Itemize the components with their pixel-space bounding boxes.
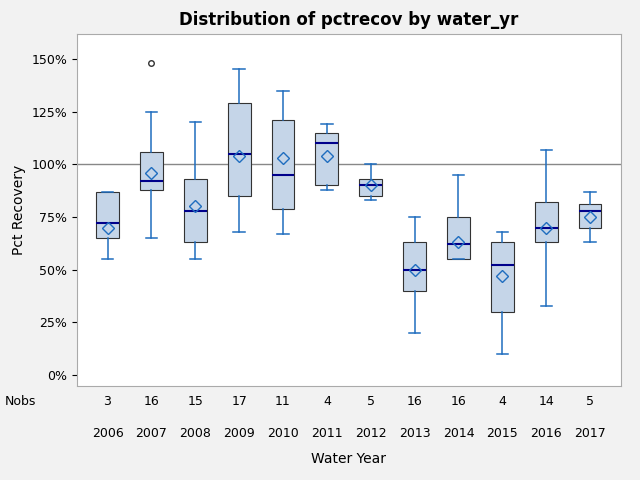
Text: 17: 17: [231, 395, 247, 408]
Text: Nobs: Nobs: [4, 395, 36, 408]
Text: 2010: 2010: [267, 427, 299, 440]
PathPatch shape: [96, 192, 119, 238]
PathPatch shape: [535, 202, 557, 242]
Y-axis label: Pct Recovery: Pct Recovery: [12, 165, 26, 255]
Text: 2015: 2015: [486, 427, 518, 440]
Text: 4: 4: [323, 395, 331, 408]
Text: 16: 16: [407, 395, 422, 408]
Title: Distribution of pctrecov by water_yr: Distribution of pctrecov by water_yr: [179, 11, 518, 29]
Text: 2016: 2016: [531, 427, 562, 440]
Text: 2008: 2008: [179, 427, 211, 440]
Text: 16: 16: [451, 395, 467, 408]
Text: 2009: 2009: [223, 427, 255, 440]
PathPatch shape: [447, 217, 470, 259]
Text: 15: 15: [188, 395, 203, 408]
Text: 5: 5: [367, 395, 375, 408]
PathPatch shape: [316, 132, 339, 185]
Text: 2014: 2014: [443, 427, 474, 440]
PathPatch shape: [140, 152, 163, 190]
Text: 5: 5: [586, 395, 594, 408]
Text: 2011: 2011: [311, 427, 342, 440]
PathPatch shape: [271, 120, 294, 208]
Text: 3: 3: [104, 395, 111, 408]
PathPatch shape: [579, 204, 602, 228]
Text: 4: 4: [499, 395, 506, 408]
Text: 2013: 2013: [399, 427, 431, 440]
Text: 2012: 2012: [355, 427, 387, 440]
Text: 16: 16: [143, 395, 159, 408]
PathPatch shape: [184, 179, 207, 242]
PathPatch shape: [359, 179, 382, 196]
Text: Water Year: Water Year: [311, 452, 387, 466]
PathPatch shape: [491, 242, 514, 312]
Text: 2006: 2006: [92, 427, 124, 440]
Text: 2007: 2007: [136, 427, 167, 440]
PathPatch shape: [403, 242, 426, 291]
Text: 14: 14: [538, 395, 554, 408]
Text: 2017: 2017: [574, 427, 606, 440]
Text: 11: 11: [275, 395, 291, 408]
PathPatch shape: [228, 103, 250, 196]
